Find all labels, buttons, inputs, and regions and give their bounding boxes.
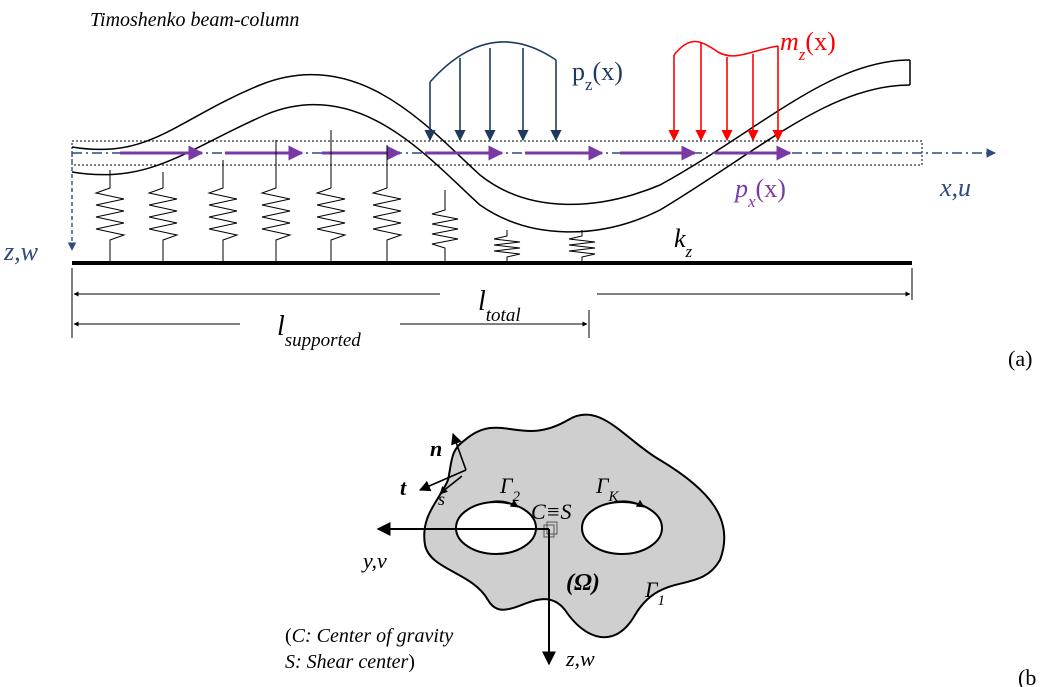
gamma2-label: Γ2 — [499, 473, 521, 505]
panel-b: n t s Γ2 ΓK Γ1 C≡S (Ω) y,v z,w (C: Cente… — [285, 413, 1036, 687]
mz-label: mz(x) — [780, 27, 836, 64]
boundary-vectors — [418, 432, 467, 495]
spring — [147, 172, 179, 262]
panel-b-label: (b — [1018, 665, 1036, 687]
panel-a-title: Timoshenko beam-column — [90, 9, 299, 31]
spring-stiffness-label: kz — [674, 224, 693, 261]
deformed-beam — [71, 59, 911, 233]
domain-label: (Ω) — [566, 570, 600, 596]
normal-vector — [451, 432, 467, 471]
dim-total-label: ltotal — [478, 286, 521, 326]
dim-supported-label: lsupported — [277, 311, 361, 351]
legend-line-2: S: Shear center) — [285, 651, 415, 673]
s-coordinate-arrow — [439, 475, 463, 495]
spring — [315, 130, 347, 262]
tangent-vector-label: t — [400, 475, 407, 500]
distributed-moment-mz — [668, 40, 784, 142]
center-label: C≡S — [531, 499, 572, 524]
gamma1-label: Γ1 — [644, 577, 665, 609]
axial-load-label: px(x) — [733, 174, 786, 211]
panel-a-label: (a) — [1008, 346, 1032, 371]
pz-label: pz(x) — [572, 57, 623, 94]
hole-gammaK — [581, 501, 663, 555]
spring — [568, 230, 596, 262]
z-axis-section-label: z,w — [565, 646, 595, 671]
spring — [371, 145, 403, 262]
pz-envelope — [429, 41, 557, 83]
gammaK-direction-arrow — [613, 499, 645, 508]
panel-a: Timoshenko beam-column x,u z,w px(x) — [3, 9, 1032, 371]
spring — [431, 190, 459, 262]
s-coordinate-label: s — [438, 489, 445, 509]
normal-vector-label: n — [430, 436, 442, 461]
dimension-lines — [71, 268, 913, 338]
gammaK-label: ΓK — [595, 473, 620, 505]
beam-top-edge — [71, 59, 911, 206]
z-axis-label: z,w — [3, 237, 39, 266]
mz-envelope — [673, 40, 779, 57]
gamma2-direction-arrow — [489, 499, 519, 508]
spring — [207, 160, 239, 262]
spring — [94, 170, 126, 262]
legend-line-1: (C: Center of gravity — [285, 625, 453, 647]
cross-section — [423, 413, 726, 639]
spring — [260, 140, 292, 262]
tangent-vector — [418, 469, 467, 492]
distributed-load-pz — [424, 41, 562, 142]
x-axis-label: x,u — [939, 173, 971, 202]
y-axis-label: y,v — [361, 548, 387, 573]
elastic-springs — [94, 130, 596, 262]
beam-bottom-edge — [71, 84, 911, 233]
spring — [493, 230, 521, 262]
